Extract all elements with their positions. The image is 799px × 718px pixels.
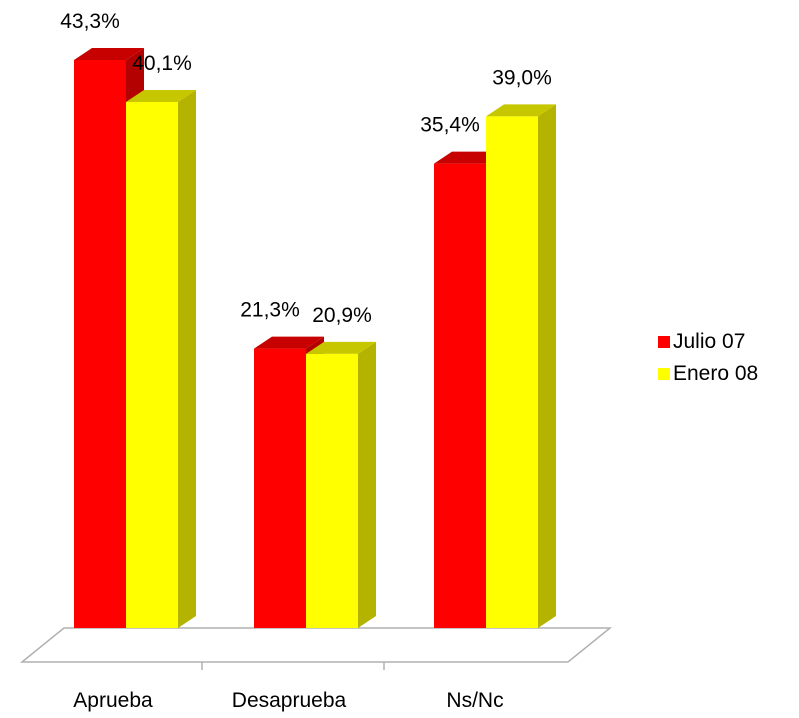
legend-label: Enero 08 xyxy=(673,362,759,385)
data-labels: 43,3% 40,1% 21,3% 20,9% 35,4% 39,0% xyxy=(60,10,552,327)
bar-front xyxy=(74,60,126,628)
bar-side xyxy=(538,104,556,628)
legend-item-series-1: Julio 07 xyxy=(658,326,758,358)
legend: Julio 07 Enero 08 xyxy=(658,326,758,390)
data-label: 20,9% xyxy=(312,304,372,327)
bar-ns-nc-series-2 xyxy=(486,104,556,628)
data-label: 35,4% xyxy=(420,114,480,137)
legend-label: Julio 07 xyxy=(673,330,746,353)
bar-side xyxy=(358,341,376,628)
bar-desaprueba-series-2 xyxy=(306,341,376,628)
bar-top xyxy=(254,336,324,349)
legend-swatch-icon xyxy=(658,336,670,348)
bar-front xyxy=(254,348,306,628)
legend-item-series-2: Enero 08 xyxy=(658,358,758,390)
data-label: 40,1% xyxy=(132,52,192,75)
bar-aprueba-series-2 xyxy=(126,89,196,628)
category-axis: Aprueba Desaprueba Ns/Nc xyxy=(73,689,503,712)
floor-plane xyxy=(19,627,613,663)
bar-top xyxy=(486,104,556,117)
data-label: 21,3% xyxy=(240,299,300,322)
chart-bars xyxy=(74,48,556,628)
chart-floor xyxy=(19,627,613,670)
data-label: 39,0% xyxy=(492,66,552,89)
bar-front xyxy=(306,353,358,628)
category-label: Ns/Nc xyxy=(446,689,503,712)
bar-top xyxy=(126,89,196,102)
category-label: Desaprueba xyxy=(232,689,347,712)
legend-swatch-icon xyxy=(658,368,670,380)
category-label: Aprueba xyxy=(73,689,153,712)
bar-front xyxy=(434,163,486,628)
bar-front xyxy=(126,101,178,628)
bar-top xyxy=(306,341,376,354)
data-label: 43,3% xyxy=(60,10,120,33)
bar-top xyxy=(74,48,144,60)
bar-front xyxy=(486,116,538,628)
bar-side xyxy=(178,89,196,628)
